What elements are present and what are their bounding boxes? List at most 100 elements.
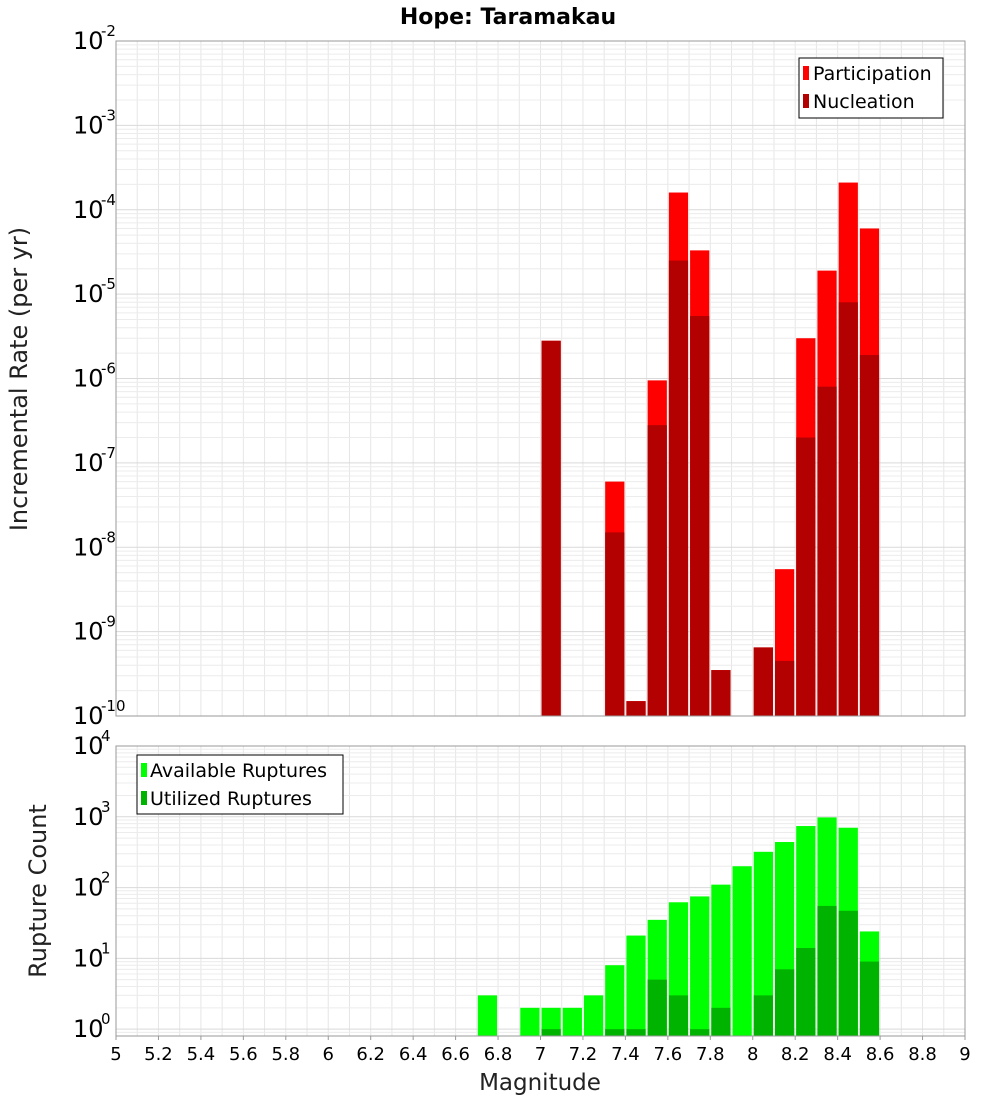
utilized-ruptures-bar xyxy=(753,995,773,1036)
count-legend-box xyxy=(136,754,344,815)
rate-grid xyxy=(115,41,966,717)
nucleation-bar xyxy=(647,425,667,716)
y-tick-exponent: -7 xyxy=(101,444,116,462)
x-tick-label: 8.8 xyxy=(908,1044,937,1065)
y-tick-base: 10 xyxy=(73,365,104,393)
y-tick-base: 10 xyxy=(73,533,104,561)
nucleation-bar xyxy=(605,532,625,716)
x-tick-label: 8 xyxy=(747,1044,758,1065)
x-tick-label: 7 xyxy=(535,1044,546,1065)
x-axis-label: Magnitude xyxy=(479,1070,601,1096)
utilized-ruptures-bar xyxy=(796,948,816,1036)
available-ruptures-bar xyxy=(753,851,773,1036)
available-ruptures-bar xyxy=(732,866,752,1036)
y-tick-exponent: -4 xyxy=(101,191,116,209)
utilized-ruptures-bar xyxy=(817,905,837,1036)
legend-label-participation: Participation xyxy=(813,63,932,85)
x-tick-label: 5.6 xyxy=(229,1044,258,1065)
y-tick-exponent: -6 xyxy=(101,360,116,378)
legend-label-available: Available Ruptures xyxy=(150,760,327,782)
nucleation-bar xyxy=(753,647,773,716)
y-tick-base: 10 xyxy=(73,27,104,55)
x-tick-label: 5.8 xyxy=(271,1044,300,1065)
y-tick-base: 10 xyxy=(73,111,104,139)
legend-label-utilized: Utilized Ruptures xyxy=(150,788,312,810)
available-ruptures-bar xyxy=(626,935,646,1036)
x-tick-label: 7.6 xyxy=(654,1044,683,1065)
x-axis-ticks: 5 5.2 5.4 5.6 5.8 6 6.2 6.4 6.6 6.8 7 7.2 7.4 7.6 7.8 8… xyxy=(110,1036,971,1065)
y-tick-base: 10 xyxy=(73,280,104,308)
y-tick-label: 103 xyxy=(73,798,111,831)
y-tick-label: 10-4 xyxy=(73,191,116,224)
y-tick-label: 10-5 xyxy=(73,275,116,308)
rate-y-axis-label: Incremental Rate (per yr) xyxy=(5,227,33,531)
x-tick-label: 6.6 xyxy=(441,1044,470,1065)
x-tick-label: 8.6 xyxy=(866,1044,895,1065)
rate-legend: Participation Nucleation xyxy=(798,57,944,119)
nucleation-bar xyxy=(838,302,858,716)
y-tick-base: 10 xyxy=(73,702,104,730)
y-tick-label: 10-8 xyxy=(73,528,116,561)
rate-bars xyxy=(541,182,880,716)
nucleation-bar xyxy=(711,670,731,716)
y-tick-base: 10 xyxy=(73,874,104,902)
nucleation-bar xyxy=(626,701,646,716)
rate-legend-box xyxy=(798,57,944,119)
utilized-ruptures-bar xyxy=(711,1007,731,1036)
x-tick-label: 8.2 xyxy=(781,1044,810,1065)
x-tick-label: 5.4 xyxy=(187,1044,216,1065)
y-tick-label: 10-7 xyxy=(73,444,116,477)
available-ruptures-bar xyxy=(520,1007,540,1036)
rate-plot-frame xyxy=(115,40,966,717)
utilized-ruptures-bar xyxy=(859,961,880,1036)
x-tick-label: 7.4 xyxy=(611,1044,640,1065)
y-tick-base: 10 xyxy=(73,732,104,760)
legend-swatch-available xyxy=(141,763,147,777)
available-ruptures-bar xyxy=(541,1007,561,1036)
x-tick-label: 6.8 xyxy=(484,1044,513,1065)
x-tick-label: 6 xyxy=(323,1044,334,1065)
count-bars xyxy=(477,817,880,1036)
y-tick-exponent: -3 xyxy=(101,106,116,124)
y-tick-label: 10-2 xyxy=(73,22,116,55)
chart-title: Hope: Taramakau xyxy=(400,5,616,30)
y-tick-label: 10-9 xyxy=(73,613,116,646)
nucleation-bar xyxy=(690,316,710,716)
x-tick-label: 7.8 xyxy=(696,1044,725,1065)
y-tick-base: 10 xyxy=(73,618,104,646)
y-tick-exponent: -8 xyxy=(101,528,116,546)
y-tick-exponent: 1 xyxy=(101,939,111,957)
y-tick-label: 101 xyxy=(73,939,111,972)
available-ruptures-bar xyxy=(477,995,498,1036)
nucleation-bar xyxy=(541,340,561,716)
y-tick-exponent: -9 xyxy=(101,613,116,631)
nucleation-bar xyxy=(774,660,795,716)
utilized-ruptures-bar xyxy=(838,910,858,1036)
count-y-axis-label: Rupture Count xyxy=(24,804,52,978)
x-tick-label: 6.4 xyxy=(399,1044,428,1065)
y-tick-exponent: -10 xyxy=(101,697,126,715)
x-tick-label: 6.2 xyxy=(356,1044,385,1065)
y-tick-label: 100 xyxy=(73,1010,111,1043)
nucleation-bar xyxy=(859,354,880,716)
x-tick-label: 7.2 xyxy=(569,1044,598,1065)
y-tick-label: 10-3 xyxy=(73,106,116,139)
y-tick-exponent: -5 xyxy=(101,275,116,293)
y-tick-exponent: -2 xyxy=(101,22,116,40)
x-tick-label: 5 xyxy=(110,1044,121,1065)
available-ruptures-bar xyxy=(711,884,731,1036)
y-tick-base: 10 xyxy=(73,449,104,477)
x-tick-label: 8.4 xyxy=(823,1044,852,1065)
available-ruptures-bar xyxy=(562,1007,582,1036)
legend-label-nucleation: Nucleation xyxy=(813,91,915,113)
x-tick-label: 9 xyxy=(959,1044,970,1065)
nucleation-bar xyxy=(817,386,837,716)
available-ruptures-bar xyxy=(690,896,710,1036)
y-tick-label: 104 xyxy=(73,727,111,760)
x-tick-label: 5.2 xyxy=(144,1044,173,1065)
y-tick-base: 10 xyxy=(73,196,104,224)
